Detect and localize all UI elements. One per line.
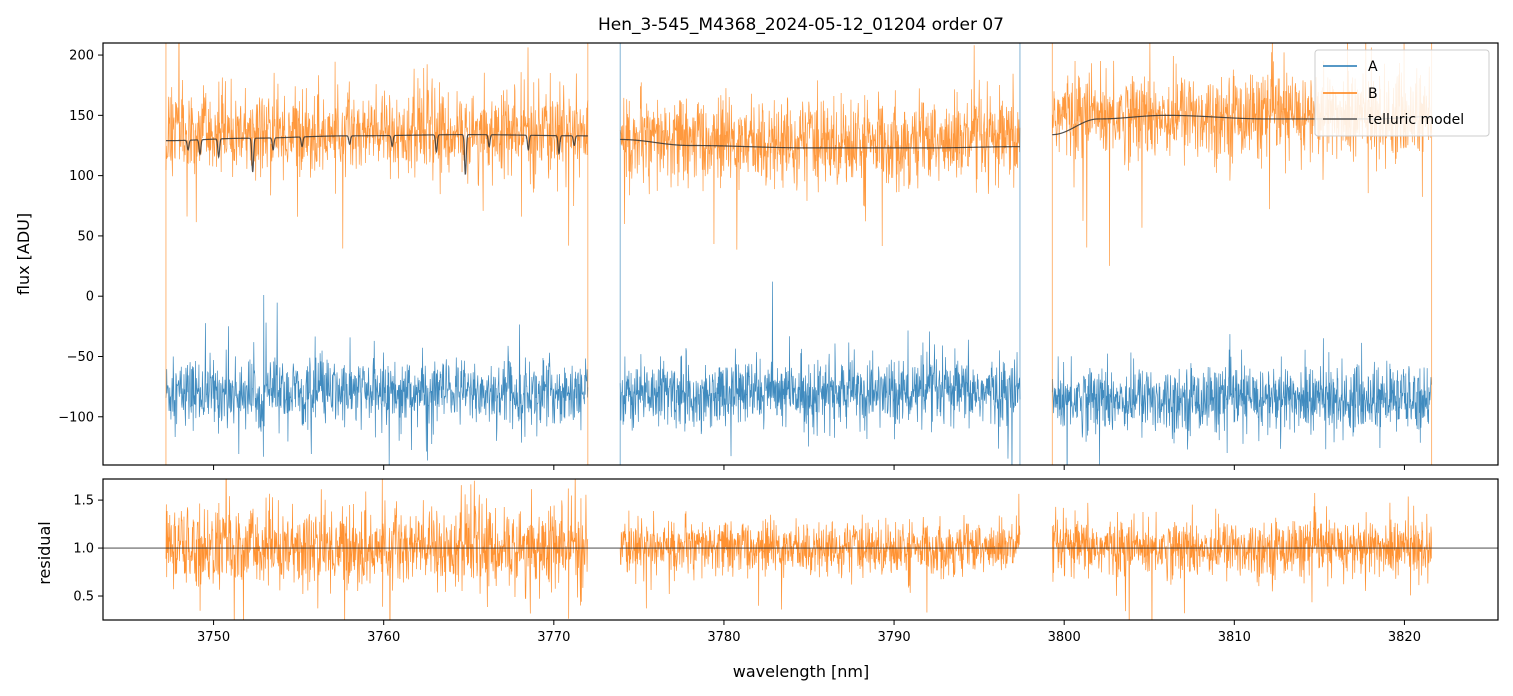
residual-segment-0 (165, 479, 589, 620)
flux-panel: −100 −50 0 50 100 150 200 flux [ADU] A B tellu… (14, 42, 1499, 470)
telluric-model-segment-1 (620, 138, 1020, 149)
flux-y-axis-label: flux [ADU] (14, 213, 33, 295)
residual-y-axis-label: residual (35, 521, 54, 584)
residual-segment-2 (1051, 493, 1432, 620)
flux-ytick-label-6: 200 (69, 49, 94, 64)
residual-xtick-label-4: 3790 (878, 630, 911, 645)
residual-panel: 0.5 1.0 1.5 3750 3760 3770 3780 3790 3800 3810 38… (35, 478, 1499, 681)
flux-series-layer (165, 43, 1433, 465)
residual-ytick-label-1: 1.0 (73, 542, 94, 557)
residual-series-layer (103, 479, 1498, 620)
legend-label-a: A (1368, 59, 1378, 75)
flux-ytick-label-3: 50 (77, 229, 94, 244)
residual-plot-frame (102, 478, 1499, 621)
residual-ytick-label-2: 1.5 (73, 494, 94, 509)
residual-ytick-label-0: 0.5 (73, 590, 94, 605)
residual-xtick-label-5: 3800 (1048, 630, 1081, 645)
flux-ytick-label-2: 0 (86, 290, 94, 305)
residual-xtick-label-0: 3750 (197, 630, 230, 645)
telluric-model-segment-0 (165, 134, 588, 175)
flux-ytick-label-4: 100 (69, 169, 94, 184)
flux-ytick-label-0: −100 (58, 410, 94, 425)
flux-ytick-label-1: −50 (67, 350, 94, 365)
legend-box (1314, 49, 1490, 137)
series-a-segment-2 (1051, 334, 1432, 465)
flux-plot-frame (102, 42, 1499, 466)
residual-y-axis: 0.5 1.0 1.5 (73, 494, 103, 605)
residual-xtick-label-1: 3760 (367, 630, 400, 645)
residual-xtick-label-7: 3820 (1388, 630, 1421, 645)
residual-xtick-label-6: 3810 (1218, 630, 1251, 645)
legend: A B telluric model (1314, 49, 1490, 137)
residual-x-axis: 3750 3760 3770 3780 3790 3800 3810 3820 (197, 620, 1421, 645)
flux-ytick-label-5: 150 (69, 109, 94, 124)
chart-title: Hen_3-545_M4368_2024-05-12_01204 order 0… (598, 15, 1004, 35)
residual-segment-1 (619, 493, 1021, 613)
residual-xtick-label-3: 3780 (707, 630, 740, 645)
flux-x-axis (213, 465, 1405, 470)
series-a-segment-0 (165, 295, 589, 465)
series-b-segment-0 (165, 43, 589, 249)
legend-label-telluric: telluric model (1368, 112, 1464, 128)
x-axis-label: wavelength [nm] (733, 662, 870, 681)
series-a-segment-1 (619, 281, 1021, 465)
legend-label-b: B (1368, 86, 1378, 102)
residual-xtick-label-2: 3770 (537, 630, 570, 645)
flux-y-axis: −100 −50 0 50 100 150 200 (58, 49, 103, 425)
